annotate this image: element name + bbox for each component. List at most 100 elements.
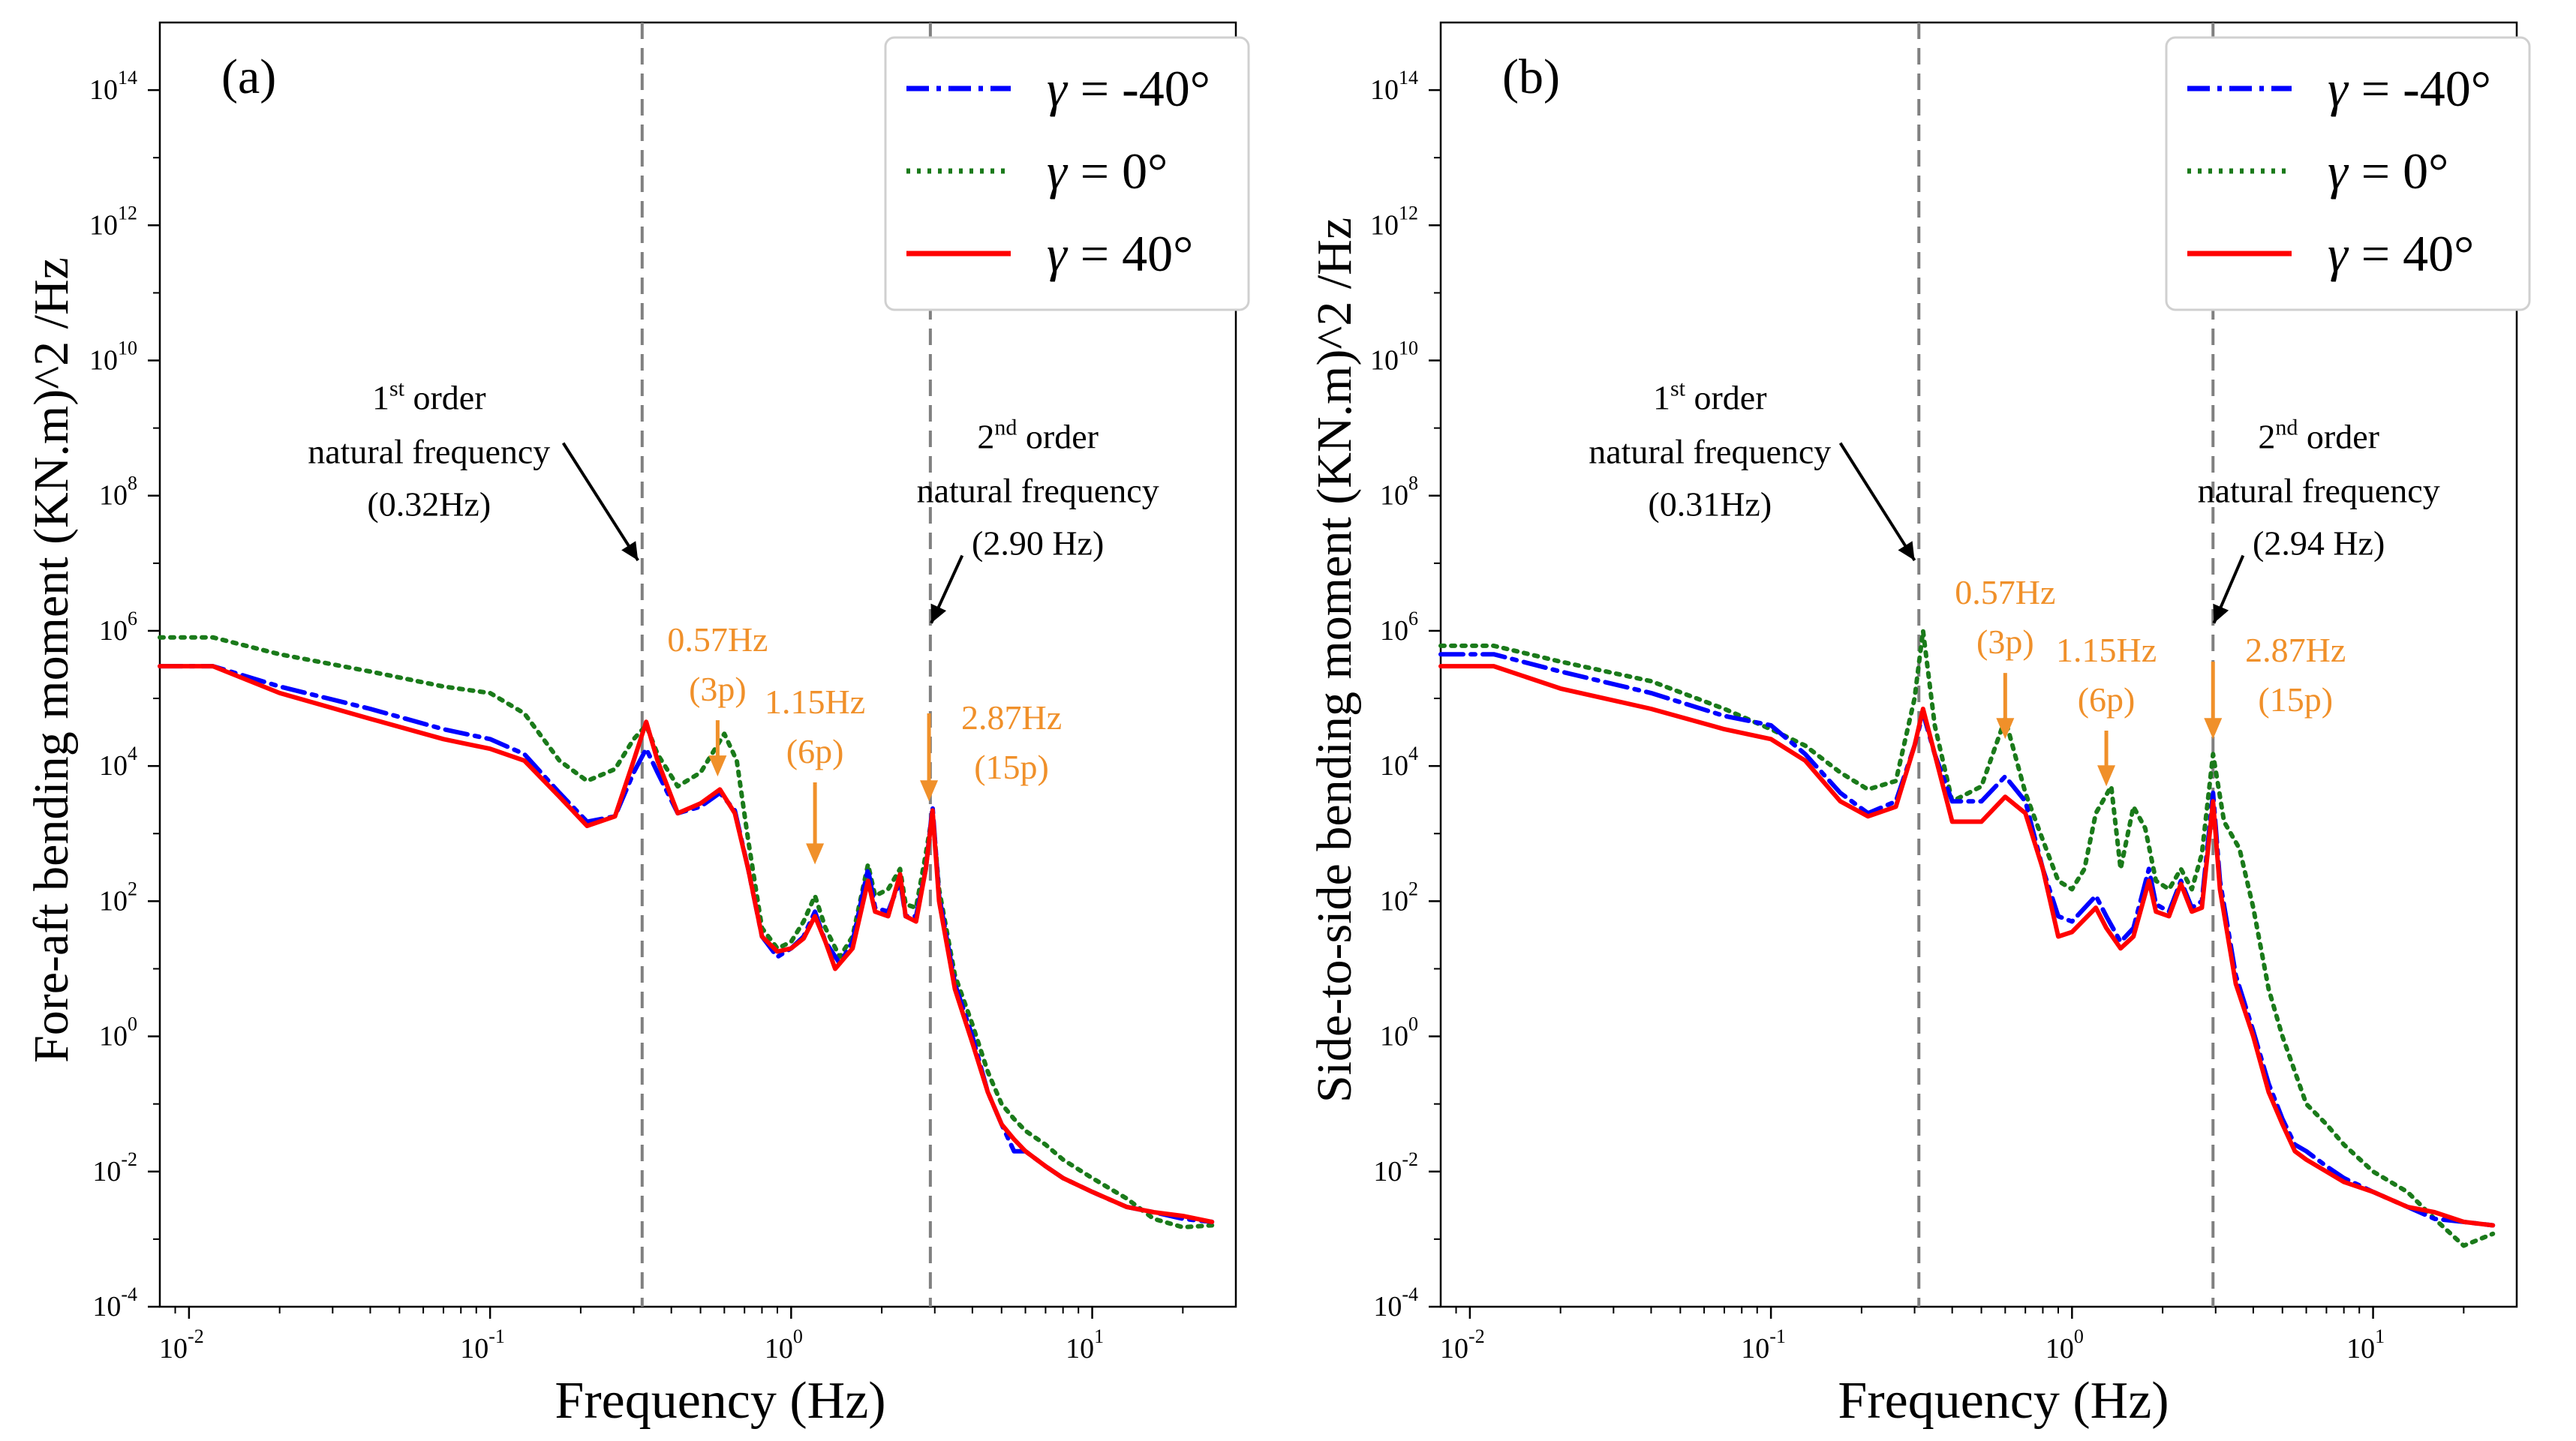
y-tick-label: 1010 <box>1370 338 1418 377</box>
y-tick-base: 10 <box>1373 1156 1402 1187</box>
order-word: order <box>2298 417 2379 455</box>
order-word: order <box>1685 379 1767 417</box>
y-tick-base: 10 <box>99 750 128 782</box>
peak-label-harmonic: (3p) <box>689 670 747 708</box>
y-tick-exponent: 12 <box>118 202 137 224</box>
series-line-gamma-minus40 <box>1438 652 2496 1228</box>
natural-frequency-label-line2: natural frequency <box>917 471 1159 509</box>
y-tick-exponent: 4 <box>1408 743 1418 764</box>
series-line-gamma-0 <box>158 635 1215 1229</box>
peak-label-frequency: 1.15Hz <box>2056 631 2157 669</box>
x-tick-base: 10 <box>765 1333 793 1364</box>
peak-arrowhead <box>806 843 825 865</box>
y-tick-exponent: 0 <box>128 1013 137 1035</box>
peak-label-frequency: 0.57Hz <box>667 620 768 659</box>
series-line-gamma-plus40 <box>158 664 1215 1224</box>
y-tick-label: 10-2 <box>1373 1148 1418 1187</box>
y-tick-base: 10 <box>1380 1021 1408 1052</box>
natural-frequency-label-line1: 1st order <box>1653 377 1767 417</box>
y-tick-exponent: 14 <box>118 67 137 89</box>
y-tick-exponent: -2 <box>1402 1148 1418 1170</box>
y-tick-base: 10 <box>1370 345 1399 377</box>
peak-label-harmonic: (15p) <box>2258 680 2333 719</box>
order-number: 2 <box>2258 417 2275 455</box>
natural-frequency-arrowhead <box>1898 541 1915 561</box>
y-tick-label: 100 <box>1380 1013 1418 1052</box>
y-tick-exponent: 6 <box>1408 608 1418 629</box>
panel-a-legend-box <box>884 36 1250 311</box>
y-tick-exponent: 2 <box>128 878 137 899</box>
y-tick-exponent: 8 <box>128 473 137 494</box>
natural-frequency-arrowhead <box>2213 603 2229 623</box>
y-tick-base: 10 <box>92 1291 121 1322</box>
x-tick-exponent: -1 <box>1769 1325 1786 1347</box>
y-tick-exponent: 0 <box>1408 1013 1418 1035</box>
y-tick-exponent: 12 <box>1399 202 1418 224</box>
peak-label-frequency: 2.87Hz <box>2245 631 2346 669</box>
order-word: order <box>404 379 486 417</box>
y-tick-exponent: 2 <box>1408 878 1418 899</box>
y-tick-base: 10 <box>89 345 118 377</box>
order-number: 1 <box>372 379 389 417</box>
y-tick-label: 10-4 <box>1373 1283 1418 1322</box>
natural-frequency-label-line2: natural frequency <box>308 433 550 471</box>
panel-b-series <box>1438 628 2496 1248</box>
peak-label-frequency: 0.57Hz <box>1955 573 2055 611</box>
y-tick-base: 10 <box>89 74 118 106</box>
x-tick-label: 10-1 <box>460 1325 505 1364</box>
panel-b-x-axis-label: Frequency (Hz) <box>1838 1372 2169 1430</box>
y-tick-base: 10 <box>1380 480 1408 512</box>
order-number: 1 <box>1653 379 1670 417</box>
peak-label-frequency: 2.87Hz <box>961 698 1062 737</box>
order-superscript: st <box>1670 377 1686 401</box>
x-tick-exponent: 1 <box>1094 1325 1104 1347</box>
y-tick-exponent: 10 <box>118 338 137 359</box>
panel-b-legend-box <box>2165 36 2531 311</box>
x-tick-base: 10 <box>1066 1333 1094 1364</box>
y-tick-base: 10 <box>1380 615 1408 647</box>
order-superscript: nd <box>994 415 1017 440</box>
natural-frequency-label-line3: (0.32Hz) <box>367 485 491 524</box>
panel-a-label: (a) <box>221 50 276 104</box>
y-tick-exponent: 14 <box>1399 67 1418 89</box>
y-tick-label: 1014 <box>89 67 137 106</box>
natural-frequency-label-line2: natural frequency <box>2198 471 2440 509</box>
panel-b-legend: γ = -40° γ = 0° γ = 40° <box>2165 36 2531 311</box>
legend-entry-plus40: γ = 40° <box>1047 225 1193 282</box>
y-tick-label: 1012 <box>89 202 137 241</box>
natural-frequency-label-line1: 2nd order <box>977 415 1099 455</box>
x-tick-base: 10 <box>460 1333 488 1364</box>
x-tick-label: 10-1 <box>1741 1325 1786 1364</box>
x-tick-base: 10 <box>2045 1333 2074 1364</box>
y-tick-label: 100 <box>99 1013 137 1052</box>
y-tick-label: 106 <box>1380 608 1418 647</box>
natural-frequency-arrow <box>1838 442 1916 562</box>
peak-label-harmonic: (6p) <box>786 732 844 770</box>
y-tick-label: 102 <box>1380 878 1418 917</box>
legend-entry-zero: γ = 0° <box>2328 143 2448 200</box>
y-tick-base: 10 <box>1380 885 1408 917</box>
x-tick-exponent: 1 <box>2375 1325 2385 1347</box>
y-tick-label: 1012 <box>1370 202 1418 241</box>
x-tick-label: 10-2 <box>159 1325 204 1364</box>
order-superscript: nd <box>2275 415 2298 440</box>
panel-a-x-axis-label: Frequency (Hz) <box>555 1372 885 1430</box>
y-tick-base: 10 <box>1370 74 1399 106</box>
y-tick-base: 10 <box>99 480 128 512</box>
peak-arrowhead <box>2097 765 2116 787</box>
y-tick-label: 106 <box>99 608 137 647</box>
y-tick-label: 10-2 <box>92 1148 137 1187</box>
y-tick-label: 102 <box>99 878 137 917</box>
y-tick-exponent: 4 <box>128 743 137 764</box>
order-word: order <box>1017 417 1099 455</box>
y-tick-base: 10 <box>1380 750 1408 782</box>
natural-frequency-arrow <box>561 442 639 562</box>
series-line-gamma-minus40 <box>158 664 1215 1224</box>
order-superscript: st <box>389 377 405 401</box>
natural-frequency-label-line3: (2.94 Hz) <box>2253 524 2385 562</box>
series-line-gamma-0 <box>1438 628 2496 1248</box>
